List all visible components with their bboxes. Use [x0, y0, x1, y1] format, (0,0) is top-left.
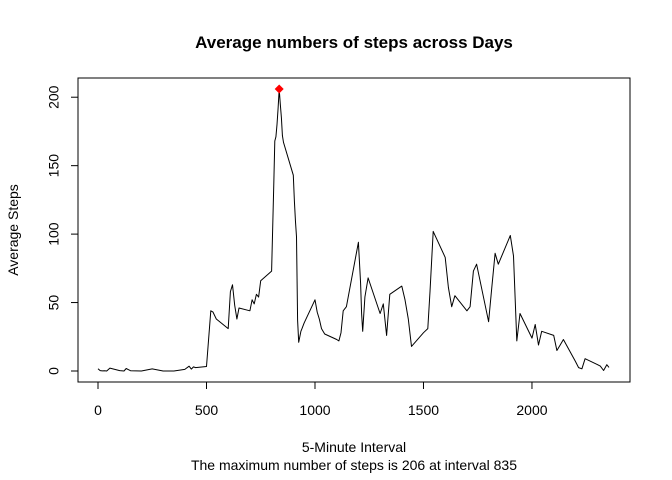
y-tick-label: 200: [46, 85, 62, 109]
x-axis: 0 500 1000 1500 2000: [94, 381, 548, 418]
chart-title: Average numbers of steps across Days: [195, 33, 513, 52]
plot-frame: [77, 77, 631, 383]
y-tick-label: 0: [46, 367, 62, 375]
y-tick-label: 100: [46, 222, 62, 246]
y-axis-label: Average Steps: [5, 184, 21, 276]
series-line: [97, 88, 610, 372]
x-tick-label: 1500: [408, 402, 439, 418]
x-tick-label: 1000: [299, 402, 330, 418]
chart-subtitle: The maximum number of steps is 206 at in…: [191, 457, 517, 473]
x-tick-label: 500: [195, 402, 219, 418]
y-tick-label: 50: [46, 295, 62, 311]
y-tick-label: 150: [46, 154, 62, 178]
x-tick-label: 2000: [516, 402, 547, 418]
max-point-marker: [274, 84, 284, 94]
x-axis-label: 5-Minute Interval: [302, 439, 406, 455]
y-axis: 0 50 100 150 200: [46, 85, 79, 375]
max-marker-group: [274, 84, 284, 94]
x-tick-label: 0: [94, 402, 102, 418]
